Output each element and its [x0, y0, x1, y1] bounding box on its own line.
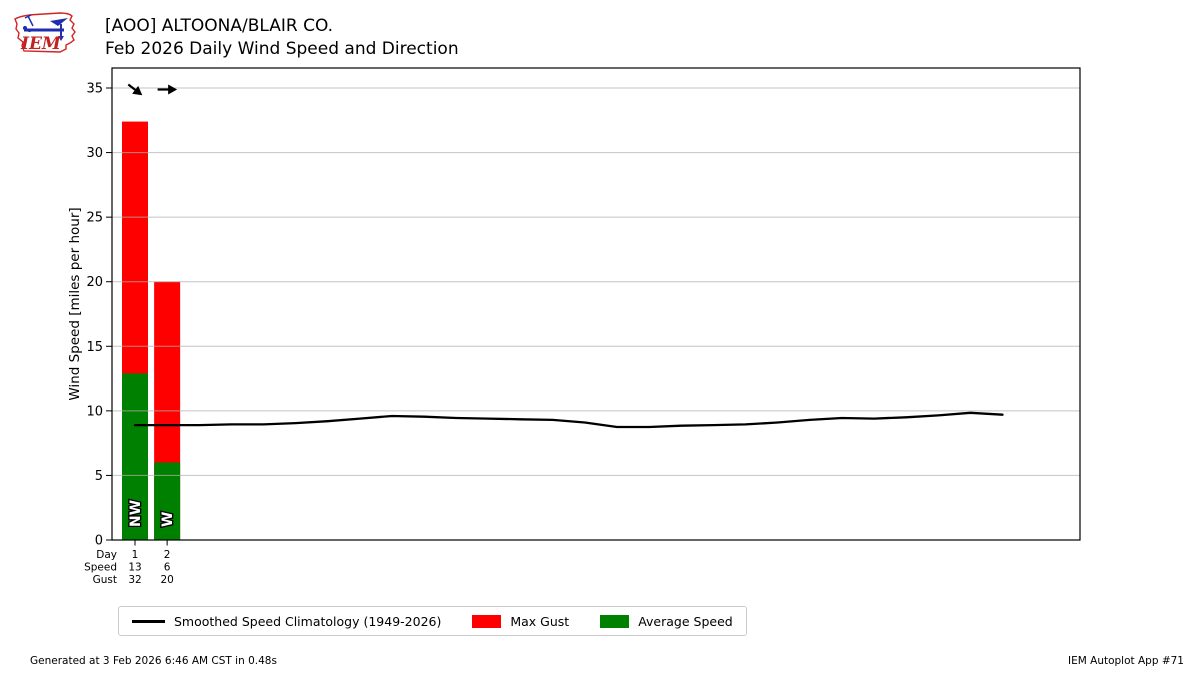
- generated-timestamp: Generated at 3 Feb 2026 6:46 AM CST in 0…: [30, 655, 277, 667]
- row-value: 13: [128, 562, 141, 574]
- y-tick-label: 10: [86, 404, 103, 419]
- row-value: 1: [132, 549, 139, 561]
- legend-label-max-gust: Max Gust: [510, 613, 570, 629]
- climatology-line: [133, 411, 1004, 429]
- legend-item-max-gust: Max Gust: [472, 614, 569, 629]
- y-tick-label: 15: [86, 340, 103, 355]
- legend-label-climatology: Smoothed Speed Climatology (1949-2026): [174, 613, 442, 629]
- plot-border: [111, 67, 1081, 541]
- y-axis-label: Wind Speed [miles per hour]: [67, 207, 83, 400]
- direction-label: W: [160, 512, 176, 527]
- y-tick-label: 25: [86, 211, 103, 226]
- legend-item-average-speed: Average Speed: [600, 614, 733, 629]
- y-tick-label: 0: [95, 534, 103, 549]
- row-value: 32: [128, 574, 141, 586]
- climatology-line-swatch: [132, 619, 165, 623]
- logo-text: IEM: [20, 34, 62, 54]
- title-block: [AOO] ALTOONA/BLAIR CO. Feb 2026 Daily W…: [105, 15, 459, 61]
- y-tick-label: 35: [86, 82, 103, 97]
- row-label-speed: Speed: [84, 562, 117, 574]
- weather-vane-icon: [23, 14, 68, 41]
- iem-logo: IEM: [14, 12, 76, 54]
- average-speed-bar: [154, 462, 181, 540]
- legend-item-climatology: Smoothed Speed Climatology (1949-2026): [132, 614, 441, 629]
- row-value: 2: [164, 549, 171, 561]
- direction-label: NW: [128, 500, 144, 527]
- y-tick-label: 30: [86, 146, 103, 161]
- row-label-day: Day: [96, 549, 117, 561]
- row-value: 20: [160, 574, 173, 586]
- average-speed-swatch: [600, 614, 630, 628]
- legend-label-average-speed: Average Speed: [638, 613, 733, 629]
- row-value: 6: [164, 562, 171, 574]
- wind-direction-arrow: [127, 83, 143, 96]
- average-speed-bar: [122, 373, 148, 540]
- chart-legend: Smoothed Speed Climatology (1949-2026) M…: [118, 606, 747, 636]
- iowa-outline-icon: [14, 12, 76, 53]
- plot-subtitle: Feb 2026 Daily Wind Speed and Direction: [105, 39, 459, 59]
- plot-title: [AOO] ALTOONA/BLAIR CO.: [105, 16, 334, 36]
- y-tick-label: 20: [86, 275, 103, 290]
- y-tick-label: 5: [95, 469, 103, 484]
- max-gust-swatch: [472, 614, 502, 628]
- row-label-gust: Gust: [93, 574, 117, 586]
- app-credit: IEM Autoplot App #71: [1068, 655, 1184, 667]
